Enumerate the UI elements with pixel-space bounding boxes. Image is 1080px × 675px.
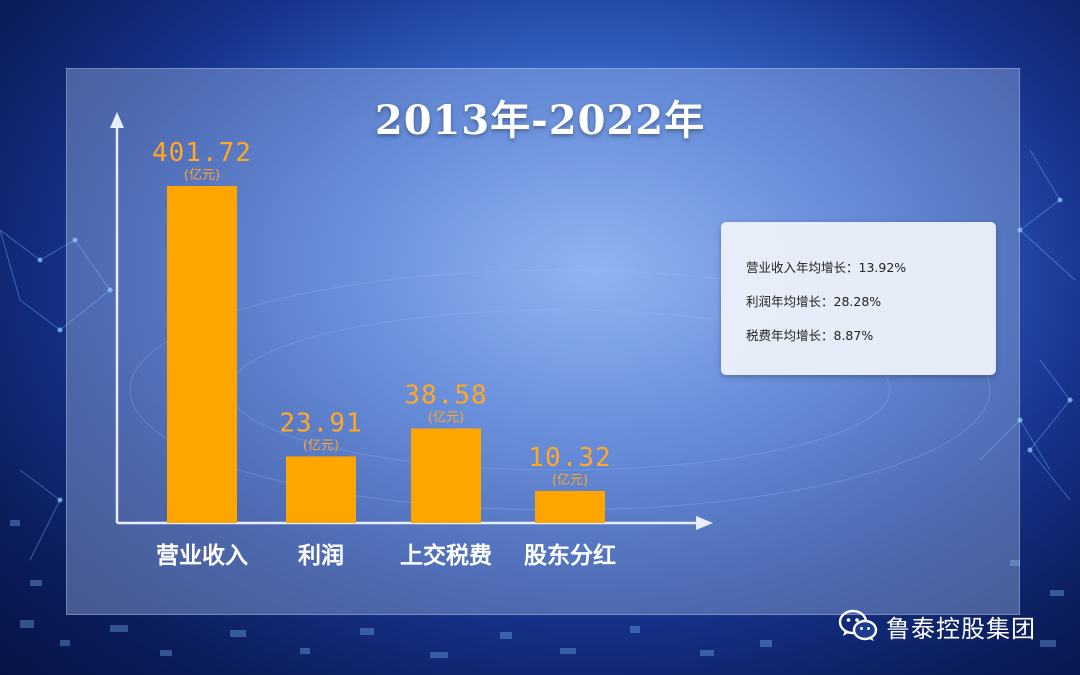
brand-name: 鲁泰控股集团 <box>886 614 1036 643</box>
bar-unit-label: (亿元) <box>552 473 588 488</box>
bar-unit-label: (亿元) <box>428 410 464 425</box>
bar-unit-label: (亿元) <box>184 168 220 183</box>
category-label: 营业收入 <box>156 542 248 569</box>
category-label: 上交税费 <box>400 542 492 569</box>
bar-2 <box>286 456 356 523</box>
bar-value-label: 401.72 <box>152 138 252 168</box>
bar-unit-label: (亿元) <box>303 438 339 453</box>
category-label: 利润 <box>298 542 344 569</box>
y-axis-arrow <box>110 112 124 128</box>
revenue-growth-text: 营业收入年均增长：13.92% <box>746 260 907 275</box>
x-axis-arrow <box>696 516 713 530</box>
tax-growth-text: 税费年均增长：8.87% <box>746 328 874 343</box>
profit-growth-text: 利润年均增长：28.28% <box>746 294 882 309</box>
wechat-icon <box>838 609 878 641</box>
bar-value-label: 10.32 <box>528 443 611 473</box>
category-label: 股东分红 <box>524 542 616 569</box>
bar-3 <box>411 428 481 523</box>
bar-value-label: 38.58 <box>404 380 487 410</box>
growth-info-box: 营业收入年均增长：13.92% 利润年均增长：28.28% 税费年均增长：8.8… <box>721 222 996 375</box>
brand-watermark: 鲁泰控股集团 <box>838 606 1036 646</box>
bar-4 <box>535 490 605 523</box>
bar-value-label: 23.91 <box>279 408 362 438</box>
chart-title: 2013年-2022年 <box>374 97 706 144</box>
bar-1 <box>167 186 237 523</box>
